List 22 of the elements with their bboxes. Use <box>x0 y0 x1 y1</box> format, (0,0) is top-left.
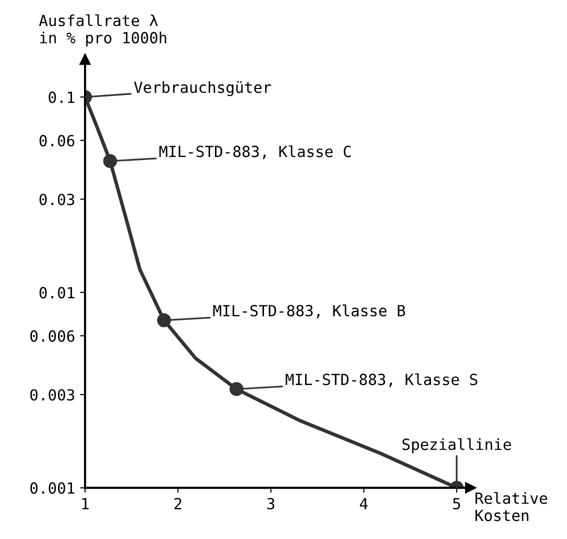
annotation: Verbrauchsgüter <box>134 81 272 96</box>
x-tick-label: 4 <box>360 498 368 510</box>
x-tick-label: 3 <box>267 498 274 510</box>
annotation: MIL-STD-883, Klasse S <box>286 373 478 388</box>
annotation: MIL-STD-883, Klasse C <box>159 145 351 160</box>
annotation: MIL-STD-883, Klasse B <box>213 304 406 318</box>
x-tick-label: 2 <box>174 498 182 510</box>
point <box>230 382 244 396</box>
y-tick-label: 0.003 <box>30 389 74 401</box>
point <box>157 313 171 328</box>
x-axis-title: Relative Kosten <box>475 492 548 522</box>
y-tick-label: 0.006 <box>30 330 74 342</box>
x-tick-label: 1 <box>82 498 89 510</box>
x-tick-label: 5 <box>453 498 460 510</box>
y-axis-title: Ausfallrate λ in % pro 1000h <box>39 14 166 46</box>
y-tick-label: 0.1 <box>48 92 74 104</box>
annotation: Speziallinie <box>402 438 511 454</box>
y-tick-label: 0.06 <box>40 134 74 146</box>
point <box>103 154 118 168</box>
y-tick-label: 0.03 <box>40 194 74 206</box>
y-tick-label: 0.01 <box>40 286 74 298</box>
y-tick-label: 0.001 <box>30 482 74 494</box>
